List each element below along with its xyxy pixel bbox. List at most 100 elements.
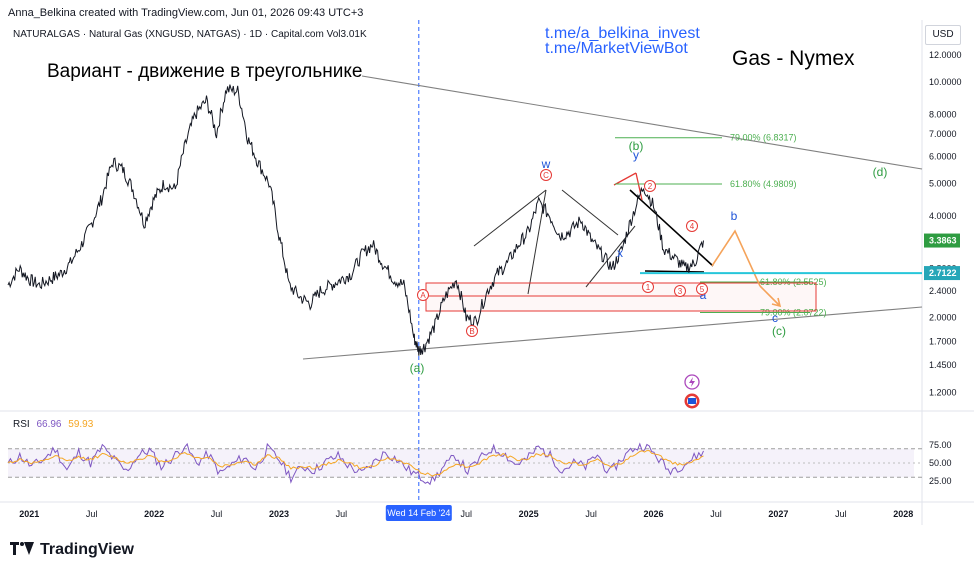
currency-selector[interactable]: USD: [925, 25, 961, 45]
wave-label-circle: [466, 325, 478, 337]
wave-label-circle: [540, 169, 552, 181]
time-tick-label: Jul: [585, 509, 597, 519]
wave-label-3: 3: [678, 287, 683, 296]
wave-label-circle: [674, 285, 686, 297]
fib-level-label: 79.00% (6.8317): [730, 133, 797, 143]
gas-title: Gas - Nymex: [732, 47, 855, 70]
triangle-lower-trendline: [302, 306, 923, 360]
price-tick-label: 5.0000: [929, 178, 957, 188]
wave-line-bold: [644, 270, 705, 273]
rsi-line: [7, 442, 704, 486]
rsi-tick-label: 50.00: [929, 458, 952, 468]
wave-label-circle: [696, 283, 708, 295]
wave-label-C: C: [543, 171, 549, 180]
flag-icon-canton: [688, 398, 696, 404]
last-price-badge: [924, 233, 960, 248]
wave-label-(b): (b): [629, 139, 644, 153]
support-price-label: 2.7122: [929, 268, 957, 278]
wave-label-1: 1: [646, 283, 651, 292]
price-tick-label: 7.0000: [929, 129, 957, 139]
wave-label-x: x: [617, 246, 623, 260]
wave-label-4: 4: [690, 222, 695, 231]
crosshair-date-badge: [385, 505, 452, 521]
price-tick-label: 4.0000: [929, 211, 957, 221]
wave-label-(a): (a): [410, 361, 425, 375]
wave-label-c: c: [772, 311, 778, 325]
price-tick-label: 2.0000: [929, 313, 957, 323]
projection-arrowhead: [771, 297, 782, 308]
wave-label-(c): (c): [772, 324, 786, 338]
time-tick-label: 2027: [768, 509, 788, 519]
crosshair-date-label: Wed 14 Feb '24: [387, 508, 450, 518]
telegram-link-1[interactable]: t.me/a_belkina_invest: [545, 25, 700, 42]
price-tick-label: 10.0000: [929, 77, 962, 87]
price-tick-label: 1.2000: [929, 388, 957, 398]
wave-label-5: 5: [700, 285, 705, 294]
time-tick-label: 2021: [19, 509, 39, 519]
wave-label-y: y: [633, 148, 639, 162]
wave-line-red: [613, 172, 637, 186]
rsi-panel: [7, 442, 922, 486]
wave-label-B: B: [469, 327, 474, 336]
wave-labels: (a) (b) (c) (d) w x y a b c A B C 1 2 3 4 5: [410, 139, 888, 409]
price-tick-label: 8.0000: [929, 110, 957, 120]
wave-label-(d): (d): [873, 165, 888, 179]
wave-label-2: 2: [648, 182, 653, 191]
wave-label-b: b: [731, 209, 738, 223]
wave-line: [561, 189, 619, 236]
symbol-info[interactable]: NATURALGAS · Natural Gas (XNGUSD, NATGAS…: [13, 29, 367, 40]
price-series: [7, 84, 704, 356]
rsi-tick-label: 75.00: [929, 440, 952, 450]
rsi-signal-line: [7, 450, 704, 477]
wave-label-w: w: [541, 157, 551, 171]
price-tick-label: 12.0000: [929, 50, 962, 60]
fib-level-label: 79.00% (2.0722): [760, 308, 827, 318]
triangle-upper-trendline: [361, 75, 923, 170]
price-tick-label: 2.4000: [929, 286, 957, 296]
wave-label-A: A: [420, 291, 426, 300]
rsi-signal-value: 59.93: [68, 419, 94, 430]
rsi-tick-label: 25.00: [929, 476, 952, 486]
chart-overlays: 79.00% (6.8317) 61.80% (4.9809) 61.80% (2.…: [302, 20, 923, 502]
time-tick-label: 2028: [893, 509, 913, 519]
fib-level-label: 61.80% (2.5525): [760, 277, 827, 287]
wave-line-red: [635, 172, 643, 201]
variant-title: Вариант - движение в треугольнике: [47, 61, 363, 82]
rsi-legend[interactable]: RSI 66.96 59.93: [13, 419, 93, 430]
price-tick-label: 1.4500: [929, 360, 957, 370]
wave-label-circle: [644, 180, 656, 192]
wave-label-circle: [642, 281, 654, 293]
time-tick-label: 2025: [519, 509, 539, 519]
time-tick-label: Jul: [835, 509, 847, 519]
wave-label-circle: [686, 220, 698, 232]
tradingview-logo[interactable]: TradingView: [10, 541, 134, 559]
fib-level-label: 61.80% (4.9809): [730, 179, 797, 189]
wave-line-bold: [629, 189, 714, 267]
price-line: [7, 84, 704, 356]
rsi-label-text: RSI: [13, 419, 30, 430]
time-tick-label: 2026: [644, 509, 664, 519]
telegram-link-2[interactable]: t.me/MarketViewBot: [545, 40, 688, 57]
header-credit: Anna_Belkina created with TradingView.co…: [8, 7, 364, 19]
price-tick-label: 1.7000: [929, 337, 957, 347]
lightning-icon: [689, 377, 695, 387]
time-tick-label: Jul: [336, 509, 348, 519]
rsi-value: 66.96: [36, 419, 62, 430]
support-price-badge: [924, 266, 960, 281]
price-tick-label: 6.0000: [929, 152, 957, 162]
time-tick-label: 2022: [144, 509, 164, 519]
tradingview-logo-icon: [10, 542, 36, 555]
time-tick-label: 2023: [269, 509, 289, 519]
wave-line: [473, 189, 547, 247]
tradingview-logo-text: TradingView: [40, 541, 134, 558]
time-tick-label: Jul: [211, 509, 223, 519]
time-tick-label: Jul: [460, 509, 472, 519]
wave-label-circle: [417, 289, 429, 301]
axes: 12.000010.00008.00007.00006.00005.00004.…: [19, 50, 962, 521]
last-price-label: 3.3863: [929, 236, 957, 246]
projection-path: [711, 229, 761, 287]
wave-label-a: a: [700, 288, 707, 302]
time-tick-label: Jul: [710, 509, 722, 519]
wave-line: [527, 189, 547, 295]
